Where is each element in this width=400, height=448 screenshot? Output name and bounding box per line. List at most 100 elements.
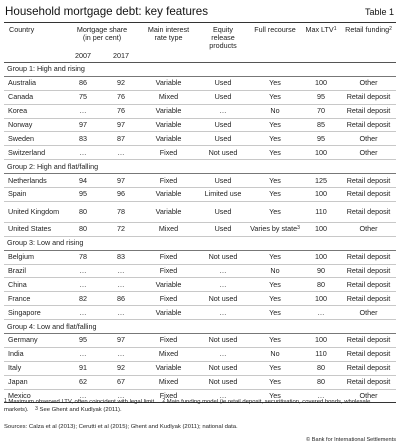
- cell-max-ltv: 90: [301, 264, 341, 279]
- cell-share-2017: 92: [102, 361, 140, 376]
- cell-share-2007: 82: [64, 291, 102, 307]
- cell-rate-type: Fixed: [140, 389, 197, 404]
- cell-share-2007: …: [64, 264, 102, 279]
- cell-retail-funding: Other: [341, 389, 396, 404]
- table-row: India…… Mixed… No 110 Retail deposit: [4, 347, 396, 362]
- cell-full-recourse: Yes: [249, 76, 301, 91]
- cell-retail-funding: Retail deposit: [341, 187, 396, 202]
- title-bar: Household mortgage debt: key features Ta…: [4, 4, 396, 22]
- group-header-row: Group 1: High and rising: [4, 62, 396, 77]
- cell-full-recourse: Yes: [249, 305, 301, 321]
- table-body: Group 1: High and rising Australia 86 92 Var…: [4, 62, 396, 404]
- cell-share-2007: 95: [64, 187, 102, 202]
- cell-share-2017: 97: [102, 333, 140, 348]
- cell-share-2017: 72: [102, 222, 140, 237]
- cell-rate-type: Mixed: [140, 347, 197, 362]
- cell-country: Norway: [4, 118, 64, 133]
- year-header-spacer: [140, 50, 197, 63]
- group-header-row: Group 4: Low and flat/falling: [4, 319, 396, 335]
- table-row: France 82 86 Fixed Not used Yes 100 Retail depo…: [4, 291, 396, 307]
- cell-share-2017: 78: [102, 201, 140, 223]
- cell-country: Australia: [4, 76, 64, 91]
- cell-full-recourse: Yes: [249, 361, 301, 376]
- cell-share-2007: 62: [64, 375, 102, 390]
- cell-equity-release: Not used: [197, 291, 249, 307]
- cell-full-recourse: Varies by state3: [249, 222, 301, 237]
- cell-retail-funding: Retail deposit: [341, 347, 396, 362]
- group-header-row: Group 2: High and flat/falling: [4, 159, 396, 175]
- table-row: Australia 86 92 Variable Used Yes 100 Other: [4, 76, 396, 91]
- cell-share-2017: …: [102, 347, 140, 362]
- cell-equity-release: Not used: [197, 361, 249, 376]
- table-row: Italy 91 92 Variable Not used Yes 80 Retail dep…: [4, 361, 396, 376]
- header-retail-funding: Retail funding2: [341, 24, 396, 50]
- cell-rate-type: Fixed: [140, 173, 197, 189]
- year-header-spacer: [197, 50, 249, 63]
- cell-full-recourse: Yes: [249, 131, 301, 147]
- table-number: Table 1: [364, 7, 394, 17]
- table-row: Brazil…… Fixed… No 90 Retail deposit: [4, 264, 396, 279]
- cell-share-2007: 86: [64, 76, 102, 91]
- cell-full-recourse: Yes: [249, 291, 301, 307]
- cell-share-2007: …: [64, 277, 102, 293]
- cell-max-ltv: 100: [301, 76, 341, 91]
- cell-retail-funding: Retail deposit: [341, 90, 396, 105]
- cell-retail-funding: Retail deposit: [341, 333, 396, 348]
- cell-max-ltv: 85: [301, 118, 341, 133]
- cell-country: Korea: [4, 104, 64, 119]
- header-mortgage-share-label: Mortgage share: [76, 25, 128, 34]
- cell-rate-type: Variable: [140, 361, 197, 376]
- cell-country: India: [4, 347, 64, 362]
- cell-retail-funding: Retail deposit: [341, 264, 396, 279]
- copyright-note: © Bank for International Settlements: [306, 437, 396, 443]
- header-max-ltv: Max LTV1: [301, 24, 341, 50]
- cell-equity-release: …: [197, 389, 249, 404]
- cell-share-2007: 80: [64, 201, 102, 223]
- cell-full-recourse: Yes: [249, 333, 301, 348]
- cell-equity-release: Not used: [197, 145, 249, 161]
- table-row: Mexico…… Fixed… Yes… Other: [4, 389, 396, 404]
- cell-country: United Kingdom: [4, 201, 64, 223]
- footnote-mark-3: 3: [297, 225, 300, 232]
- top-rule: [4, 22, 396, 23]
- cell-share-2017: 92: [102, 76, 140, 91]
- cell-country: France: [4, 291, 64, 307]
- cell-country: Belgium: [4, 250, 64, 265]
- cell-share-2017: 87: [102, 131, 140, 147]
- page-title: Household mortgage debt: key features: [5, 5, 209, 18]
- cell-equity-release: …: [197, 277, 249, 293]
- cell-full-recourse: Yes: [249, 173, 301, 189]
- table-row: Norway 97 97 Variable Used Yes 85 Retail deposi…: [4, 118, 396, 133]
- cell-max-ltv: 110: [301, 201, 341, 223]
- cell-share-2007: …: [64, 389, 102, 404]
- cell-equity-release: …: [197, 347, 249, 362]
- cell-retail-funding: Other: [341, 145, 396, 161]
- sources-note: Sources: Calza et al (2013); Cerutti et …: [4, 424, 238, 430]
- cell-max-ltv: 80: [301, 277, 341, 293]
- cell-max-ltv: 95: [301, 90, 341, 105]
- cell-full-recourse: Yes: [249, 277, 301, 293]
- cell-max-ltv: …: [301, 305, 341, 321]
- cell-rate-type: Variable: [140, 277, 197, 293]
- cell-retail-funding: Retail deposit: [341, 104, 396, 119]
- cell-full-recourse: Yes: [249, 187, 301, 202]
- cell-country: Germany: [4, 333, 64, 348]
- table-row: Switzerland…… Fixed Not used Yes 100 Other: [4, 145, 396, 161]
- cell-equity-release: Not used: [197, 250, 249, 265]
- cell-share-2017: …: [102, 389, 140, 404]
- cell-share-2007: 75: [64, 90, 102, 105]
- cell-share-2007: 95: [64, 333, 102, 348]
- cell-retail-funding: Retail deposit: [341, 291, 396, 307]
- footnote-mark-2: 2: [389, 26, 392, 32]
- cell-retail-funding: Other: [341, 305, 396, 321]
- cell-retail-funding: Other: [341, 131, 396, 147]
- table-row: United Kingdom 80 78 Variable Used Yes 110 Reta…: [4, 201, 396, 223]
- cell-retail-funding: Retail deposit: [341, 361, 396, 376]
- cell-rate-type: Variable: [140, 305, 197, 321]
- cell-country: Netherlands: [4, 173, 64, 189]
- cell-rate-type: Variable: [140, 76, 197, 91]
- cell-rate-type: Variable: [140, 104, 197, 119]
- header-mortgage-share: Mortgage share (in per cent): [64, 24, 140, 50]
- cell-share-2017: 67: [102, 375, 140, 390]
- year-header-spacer: [341, 50, 396, 63]
